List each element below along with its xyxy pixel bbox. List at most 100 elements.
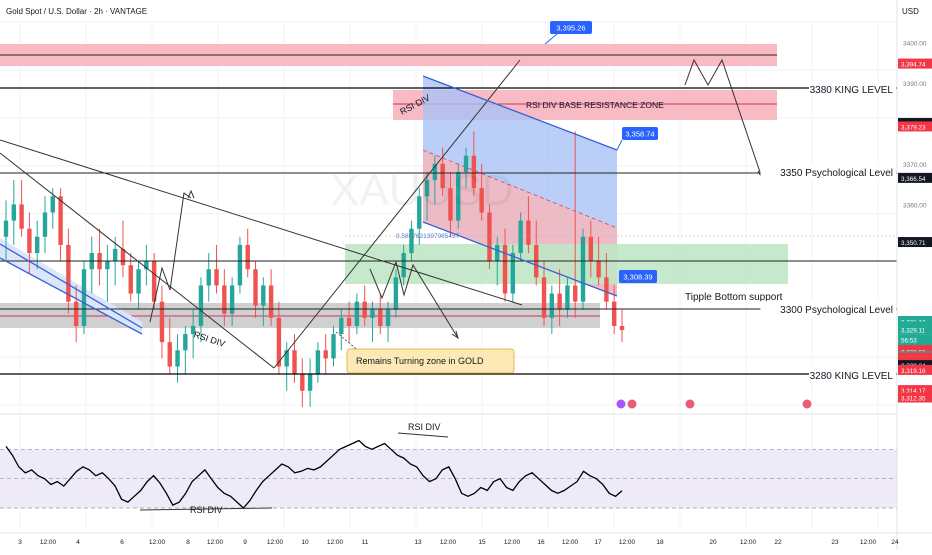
candle-body (495, 244, 500, 262)
candle-body (456, 171, 461, 221)
candle-body (214, 269, 219, 286)
time-tick: 11 (362, 539, 369, 546)
candle-body (339, 317, 344, 335)
candle-body (323, 350, 328, 359)
candle-body (596, 261, 601, 278)
event-icon (626, 398, 638, 410)
label-3300: 3300 Psychological Level (780, 305, 893, 316)
candle-body (128, 265, 133, 294)
time-tick: 12:00 (440, 539, 457, 546)
countdown: 56:53 (901, 338, 917, 345)
candle-body (370, 309, 375, 318)
price-label: 3,366.54 (901, 176, 926, 183)
label-3350: 3350 Psychological Level (780, 168, 893, 179)
candle-body (463, 155, 469, 172)
time-tick: 12:00 (149, 539, 166, 546)
candle-body (573, 285, 578, 302)
callout-zone-top-leader (544, 33, 558, 45)
time-tick: 12:00 (740, 539, 757, 546)
price-axis-bg (897, 0, 932, 550)
label-3300-bg (760, 301, 896, 316)
candle-body (120, 248, 126, 266)
callout-channel-bottom-text: 3,308.39 (623, 273, 652, 282)
candle-body (81, 269, 87, 326)
time-tick: 9 (243, 539, 247, 546)
candle-body (190, 325, 196, 335)
currency-label: USD (902, 7, 919, 16)
candle-body (448, 188, 453, 221)
candle-body (105, 261, 110, 270)
candle-body (619, 325, 625, 331)
countdown-bg (898, 334, 932, 345)
candle-body (11, 204, 16, 221)
channel-left-lower (0, 257, 143, 335)
candle-body (253, 269, 258, 306)
candle-body (136, 269, 141, 294)
candle-body (198, 285, 204, 326)
channel-upper-line (422, 75, 618, 151)
candle-body (502, 244, 508, 294)
event-icon (615, 398, 627, 410)
label-3280: 3280 KING LEVEL (810, 371, 894, 382)
price-label-bg (898, 324, 932, 335)
symbol-title: Gold Spot / U.S. Dollar · 2h · VANTAGE (6, 7, 147, 16)
event-icon (684, 398, 696, 410)
candle-body (549, 293, 555, 318)
price-label: 3,394.74 (901, 62, 926, 69)
candles-layer[interactable] (3, 131, 625, 408)
candle-body (518, 220, 523, 254)
price-tick: 3390.00 (903, 81, 927, 88)
label-3280-bg (809, 367, 896, 382)
price-label-bg (898, 121, 932, 132)
time-tick: 4 (76, 539, 80, 546)
candle-body (612, 301, 617, 326)
rsi-label-bottom: RSI DIV (190, 505, 223, 515)
time-tick: 6 (120, 539, 124, 546)
rsi-div-line-bottom (139, 507, 273, 511)
time-tick: 3 (18, 539, 22, 546)
candle-body (183, 334, 188, 351)
price-label: 3,379.23 (901, 124, 926, 131)
time-tick: 12:00 (860, 539, 877, 546)
price-label-bg (898, 58, 932, 69)
candle-body (471, 155, 477, 189)
candle-body (510, 253, 516, 294)
price-label-bg (898, 392, 932, 403)
callout-zone-top-box (550, 21, 592, 34)
time-tick: 18 (656, 539, 664, 546)
label-fib: 0.5807621397985457 (396, 233, 460, 240)
callout-channel-bottom-box (619, 270, 657, 283)
candle-body (385, 309, 391, 326)
time-tick: 16 (537, 539, 545, 546)
price-label: 3,312.35 (901, 396, 926, 403)
candle-body (50, 196, 55, 213)
candle-body (401, 253, 406, 278)
candle-body (206, 269, 211, 286)
candle-body (167, 342, 172, 367)
price-label-bg (898, 237, 932, 248)
callout-channel-top-leader (616, 139, 623, 151)
candle-body (284, 350, 289, 367)
price-label: 3,314.17 (901, 388, 926, 395)
candle-body (3, 220, 9, 237)
time-tick: 13 (414, 539, 422, 546)
callout-channel-top-box (622, 127, 658, 140)
candle-body (237, 244, 243, 286)
time-tick: 8 (186, 539, 190, 546)
candle-body (73, 301, 79, 326)
time-tick: 12:00 (40, 539, 57, 546)
time-tick: 20 (709, 539, 717, 546)
candle-body (588, 236, 594, 262)
rsi-div-line-top (397, 432, 449, 438)
candle-body (245, 244, 250, 270)
trendline-descending-low (0, 152, 275, 369)
price-label: 3,319.16 (901, 368, 926, 375)
price-tick: 3370.00 (903, 162, 927, 169)
candle-body (307, 374, 313, 391)
time-tick: 12:00 (327, 539, 344, 546)
time-axis: 3 12:00 4 6 12:00 8 12:00 9 12:00 10 12:00 11 13 12:0… (0, 532, 932, 546)
candle-body (42, 212, 48, 237)
candle-body (175, 350, 180, 367)
